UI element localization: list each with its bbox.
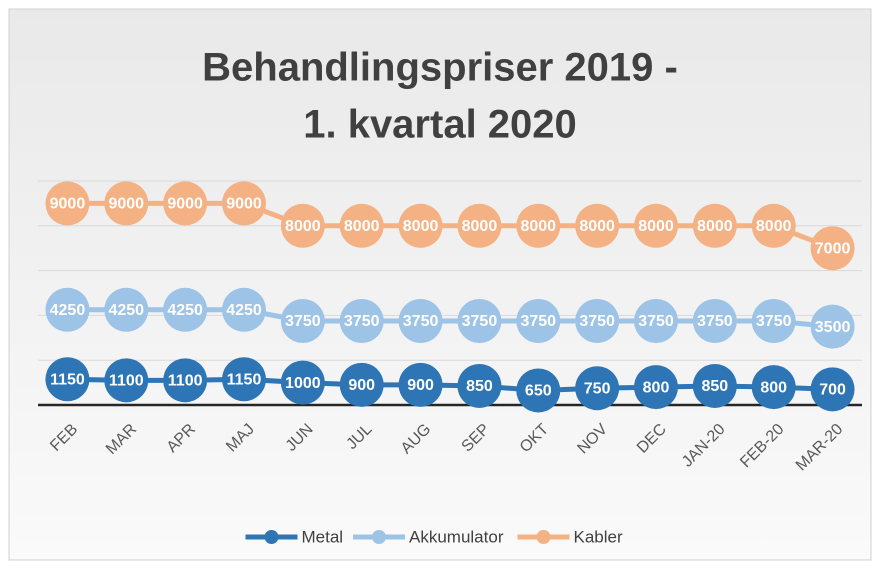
data-marker xyxy=(634,299,678,343)
data-marker xyxy=(280,299,325,343)
data-label: 9000 xyxy=(50,196,86,213)
data-label: 8000 xyxy=(697,218,733,235)
data-marker xyxy=(163,358,208,403)
legend-marker xyxy=(372,530,386,544)
data-label: 9000 xyxy=(226,196,262,213)
data-label: 3750 xyxy=(344,313,380,330)
data-marker xyxy=(398,203,443,248)
data-label: 750 xyxy=(584,380,611,397)
data-marker xyxy=(45,287,90,332)
data-marker xyxy=(575,203,620,248)
data-marker xyxy=(163,181,208,226)
data-marker xyxy=(222,181,266,226)
data-marker xyxy=(398,362,443,407)
data-label: 8000 xyxy=(520,218,556,235)
data-label: 4250 xyxy=(167,302,203,319)
data-marker xyxy=(692,299,737,343)
data-marker xyxy=(751,203,796,248)
data-label: 1000 xyxy=(285,375,321,392)
legend-label: Metal xyxy=(302,527,344,546)
legend-marker xyxy=(264,530,279,544)
data-marker xyxy=(339,203,384,248)
data-marker xyxy=(634,365,678,410)
data-label: 8000 xyxy=(579,218,615,235)
data-label: 1150 xyxy=(227,371,262,388)
data-label: 8000 xyxy=(403,218,439,235)
data-marker xyxy=(751,365,796,410)
data-marker xyxy=(575,366,620,411)
data-label: 1150 xyxy=(50,371,85,388)
data-label: 8000 xyxy=(344,218,380,235)
data-marker xyxy=(163,287,208,332)
data-label: 800 xyxy=(760,379,787,396)
data-marker xyxy=(516,203,561,248)
data-marker xyxy=(222,287,266,332)
data-label: 800 xyxy=(643,379,670,396)
data-label: 3750 xyxy=(403,313,439,330)
data-label: 900 xyxy=(348,377,375,394)
data-marker xyxy=(810,226,855,271)
data-label: 3750 xyxy=(638,313,674,330)
data-label: 9000 xyxy=(108,196,144,213)
data-label: 900 xyxy=(407,377,434,394)
legend-label: Akkumulator xyxy=(409,527,504,546)
data-marker xyxy=(575,299,620,343)
data-label: 650 xyxy=(525,383,552,400)
data-marker xyxy=(398,299,443,343)
data-label: 1100 xyxy=(168,373,203,390)
data-label: 4250 xyxy=(50,302,86,319)
data-label: 4250 xyxy=(226,302,262,319)
legend-marker xyxy=(536,530,551,544)
data-label: 8000 xyxy=(756,218,792,235)
data-label: 3500 xyxy=(815,319,851,336)
data-marker xyxy=(45,181,90,226)
data-marker xyxy=(339,362,384,407)
data-marker xyxy=(280,360,325,405)
data-marker xyxy=(692,363,737,408)
data-marker xyxy=(104,181,149,226)
data-label: 3750 xyxy=(462,313,498,330)
data-label: 8000 xyxy=(638,218,674,235)
data-label: 1100 xyxy=(109,373,144,390)
data-label: 850 xyxy=(702,378,729,395)
data-label: 3750 xyxy=(520,313,556,330)
data-marker xyxy=(457,203,502,248)
data-label: 9000 xyxy=(167,196,203,213)
data-marker xyxy=(222,357,266,402)
chart-title: Behandlingspriser 2019 - xyxy=(202,46,678,90)
data-marker xyxy=(634,203,678,248)
data-marker xyxy=(692,203,737,248)
data-marker xyxy=(104,358,149,403)
chart-area xyxy=(8,8,872,561)
data-label: 3750 xyxy=(285,313,321,330)
data-label: 8000 xyxy=(462,218,498,235)
data-marker xyxy=(45,357,90,402)
data-marker xyxy=(339,299,384,343)
legend-label: Kabler xyxy=(574,527,623,546)
data-marker xyxy=(516,299,561,343)
data-label: 7000 xyxy=(815,240,851,257)
data-label: 8000 xyxy=(285,218,321,235)
data-label: 3750 xyxy=(756,313,792,330)
data-label: 700 xyxy=(819,382,846,399)
data-marker xyxy=(516,368,561,413)
data-marker xyxy=(751,299,796,343)
data-marker xyxy=(280,203,325,248)
data-label: 850 xyxy=(466,378,493,395)
data-marker xyxy=(810,367,855,412)
data-label: 3750 xyxy=(579,313,615,330)
data-label: 3750 xyxy=(697,313,733,330)
data-label: 4250 xyxy=(108,302,144,319)
data-marker xyxy=(457,299,502,343)
chart-title: 1. kvartal 2020 xyxy=(303,103,577,147)
data-marker xyxy=(457,363,502,408)
data-marker xyxy=(104,287,149,332)
data-marker xyxy=(810,304,855,349)
